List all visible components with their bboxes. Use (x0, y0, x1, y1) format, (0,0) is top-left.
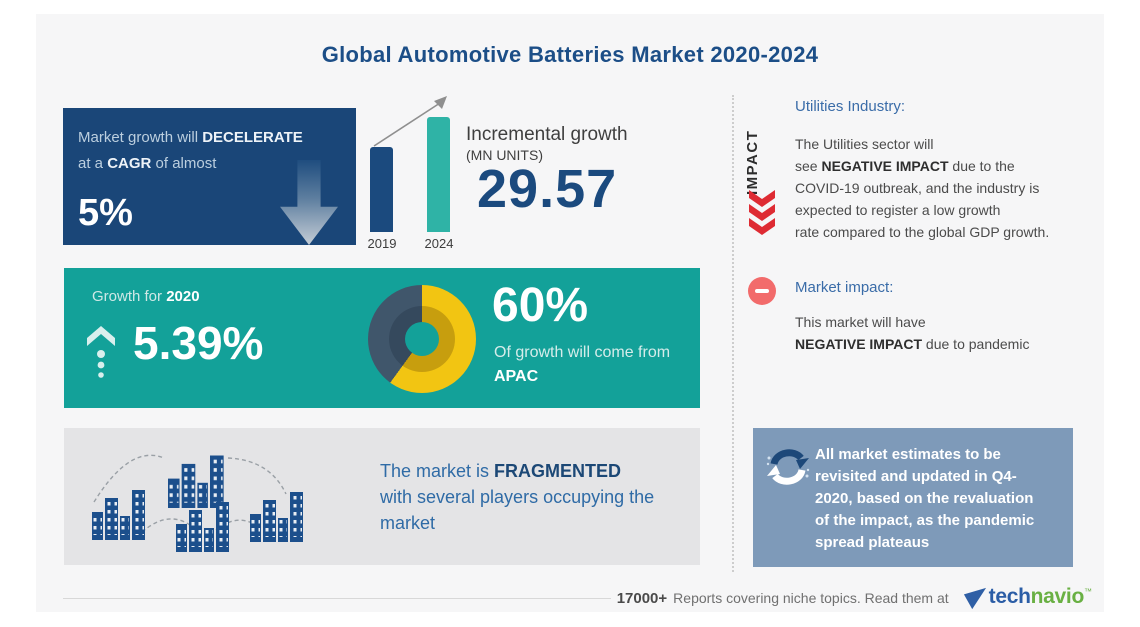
technavio-arrow-icon (963, 587, 986, 610)
apac-share-value: 60% (492, 279, 589, 332)
utilities-industry-title: Utilities Industry: (795, 98, 906, 115)
estimates-update-box: All market estimates to be revisited and… (753, 428, 1073, 567)
incremental-growth-unit: (MN UNITS) (466, 147, 543, 163)
impact-vertical-label: IMPACT (744, 129, 761, 195)
fragmented-market-box: The market is FRAGMENTED with several pl… (64, 428, 700, 565)
bar-label-2019: 2019 (367, 236, 397, 251)
growth-up-arrow-icon (87, 326, 115, 378)
utilities-industry-body: The Utilities sector will see NEGATIVE I… (795, 136, 1050, 240)
bar-2019 (370, 147, 393, 232)
bar-2024 (427, 117, 450, 232)
fragmented-word: FRAGMENTED (494, 461, 622, 481)
growth-trend-arrow-icon (373, 96, 447, 147)
cagr-statement: Market growth will DECELERATE at a CAGR … (78, 125, 303, 177)
growth-2020-box: Growth for 2020 5.39% 60% Of growth will… (64, 268, 700, 408)
growth-2020-value: 5.39% (133, 317, 264, 369)
brand-navio: navio (1030, 585, 1085, 608)
footer: 17000+ Reports covering niche topics. Re… (617, 584, 1092, 612)
cagr-text-3: of almost (151, 155, 217, 172)
footer-rule (63, 598, 611, 599)
apac-donut-hole (405, 322, 439, 356)
incremental-growth-title: Incremental growth (466, 124, 628, 145)
negative-impact-minus-icon (748, 277, 776, 305)
incremental-growth-value: 29.57 (477, 159, 618, 219)
cagr-value: 5% (78, 192, 133, 234)
cagr-box: Market growth will DECELERATE at a CAGR … (63, 108, 356, 245)
footer-tagline: Reports covering niche topics. Read them… (673, 590, 949, 606)
growth-2020-label: Growth for 2020 (92, 288, 200, 305)
apac-donut-chart (368, 285, 476, 393)
market-impact-body: This market will have NEGATIVE IMPACT du… (795, 314, 1030, 352)
negative-impact-emphasis: NEGATIVE IMPACT (821, 158, 949, 174)
cagr-word: CAGR (107, 155, 152, 172)
technavio-logo[interactable]: tech navio ™ (963, 585, 1092, 611)
cagr-decelerate-word: DECELERATE (202, 129, 303, 146)
cagr-text-1: Market growth will (78, 129, 203, 146)
refresh-cycle-icon (766, 449, 810, 485)
apac-share-text: Of growth will come from (494, 344, 671, 361)
city-buildings-illustration (92, 454, 303, 552)
cagr-text-2: at a (78, 155, 108, 172)
vertical-dotted-divider (732, 95, 734, 572)
bar-label-2024: 2024 (424, 236, 454, 251)
fragmented-statement: The market is FRAGMENTED with several pl… (380, 461, 655, 533)
page-title: Global Automotive Batteries Market 2020-… (321, 42, 819, 67)
apac-share-region: APAC (494, 368, 539, 385)
estimates-update-text: All market estimates to be revisited and… (815, 446, 1035, 551)
triple-down-chevron-icon (749, 190, 775, 235)
market-impact-title: Market impact: (795, 279, 894, 296)
apac-donut-inner-ring (389, 306, 455, 372)
brand-trademark: ™ (1084, 587, 1092, 596)
negative-impact-emphasis-2: NEGATIVE IMPACT (795, 336, 923, 352)
reports-count: 17000+ (616, 589, 668, 607)
brand-tech: tech (988, 585, 1031, 608)
infographic-canvas: Global Automotive Batteries Market 2020-… (36, 14, 1104, 612)
